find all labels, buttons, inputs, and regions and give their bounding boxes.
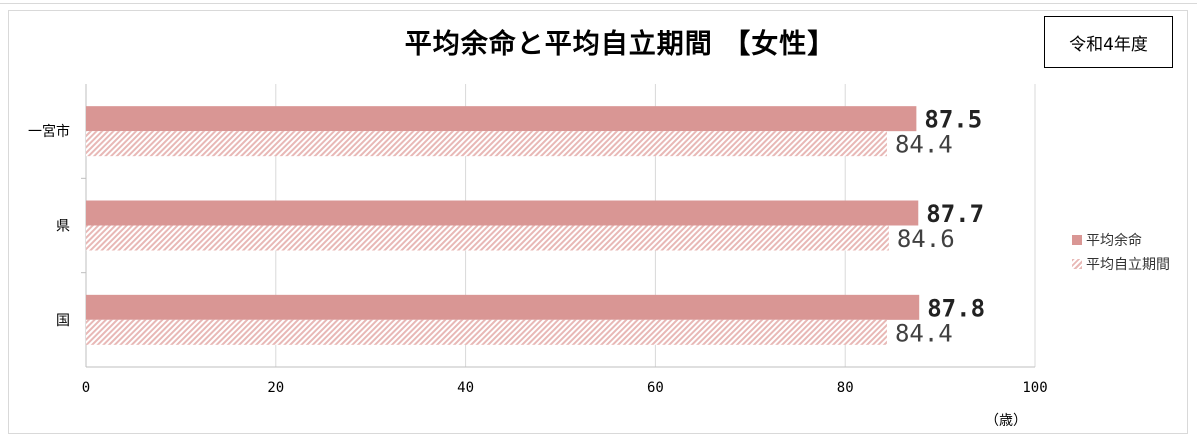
chart-title: 平均余命と平均自立期間 【女性】 bbox=[404, 29, 836, 60]
y-category-label: 国 bbox=[56, 313, 70, 329]
legend-label: 平均自立期間 bbox=[1086, 257, 1170, 273]
bar-life-expectancy bbox=[86, 106, 917, 132]
chart-frame bbox=[8, 10, 1188, 434]
data-label: 84.4 bbox=[895, 131, 953, 159]
x-tick-label: 60 bbox=[647, 380, 664, 396]
data-label: 84.4 bbox=[895, 319, 953, 347]
year-label-box: 令和4年度 bbox=[1044, 16, 1173, 68]
x-axis-unit-label: （歳） bbox=[985, 413, 1027, 429]
x-tick-label: 40 bbox=[457, 380, 474, 396]
data-label: 87.8 bbox=[927, 294, 985, 322]
x-tick-label: 0 bbox=[82, 380, 90, 396]
x-tick-label: 80 bbox=[837, 380, 854, 396]
data-label: 87.5 bbox=[924, 106, 982, 134]
bar-independent-period bbox=[86, 225, 889, 251]
x-tick-label: 100 bbox=[1022, 380, 1047, 396]
legend-swatch-solid bbox=[1072, 235, 1082, 245]
y-category-label: 一宮市 bbox=[28, 123, 70, 140]
top-divider bbox=[0, 3, 1197, 4]
legend-item-life-expectancy: 平均余命 bbox=[1072, 228, 1170, 252]
bar-life-expectancy bbox=[86, 294, 920, 320]
bar-independent-period bbox=[86, 319, 887, 345]
data-label: 84.6 bbox=[897, 225, 955, 253]
chart-legend: 平均余命 平均自立期間 bbox=[1072, 228, 1170, 276]
x-tick-label: 20 bbox=[267, 380, 284, 396]
legend-swatch-hatched bbox=[1072, 259, 1082, 269]
legend-label: 平均余命 bbox=[1086, 233, 1142, 249]
bar-independent-period bbox=[86, 131, 887, 157]
bar-life-expectancy bbox=[86, 200, 919, 226]
legend-item-independent-period: 平均自立期間 bbox=[1072, 252, 1170, 276]
y-category-label: 県 bbox=[56, 219, 70, 235]
data-label: 87.7 bbox=[926, 200, 984, 228]
